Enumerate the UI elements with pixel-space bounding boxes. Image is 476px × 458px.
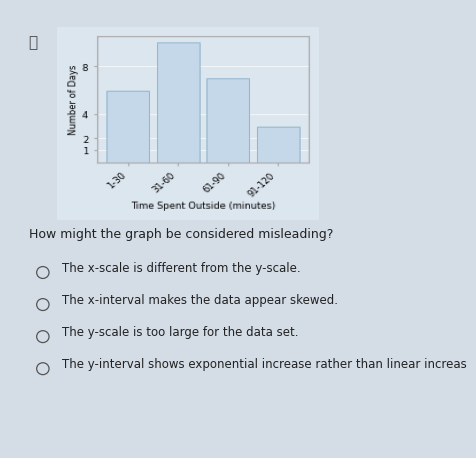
Text: ⚿: ⚿: [28, 36, 37, 50]
Text: The y-interval shows exponential increase rather than linear increas: The y-interval shows exponential increas…: [62, 358, 466, 371]
Text: The y-scale is too large for the data set.: The y-scale is too large for the data se…: [62, 326, 298, 339]
Text: The x-interval makes the data appear skewed.: The x-interval makes the data appear ske…: [62, 294, 338, 307]
Text: The x-scale is different from the y-scale.: The x-scale is different from the y-scal…: [62, 262, 300, 275]
Text: How might the graph be considered misleading?: How might the graph be considered mislea…: [29, 228, 333, 241]
